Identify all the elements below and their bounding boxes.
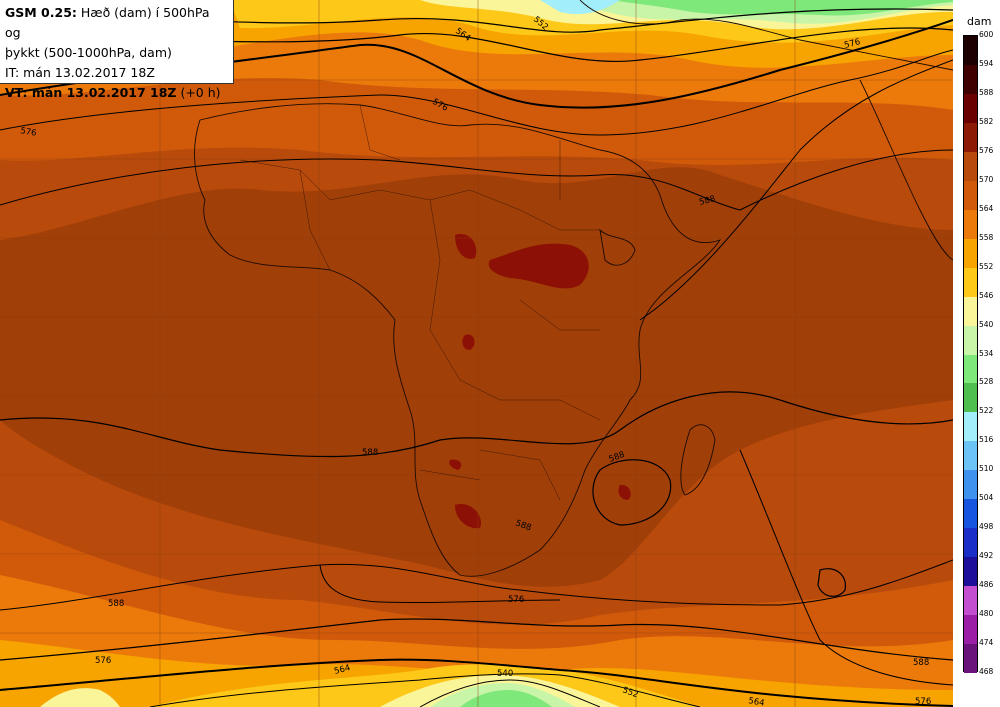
legend-swatch [964, 122, 977, 153]
legend-tick-label: 552 [979, 261, 994, 271]
legend-tick-label: 528 [979, 377, 994, 387]
legend-tick-label: 582 [979, 116, 994, 126]
legend-tick-label: 564 [979, 203, 994, 213]
contour-label: 588 [698, 194, 716, 208]
band-546-sw [40, 688, 120, 707]
contour-label: 576 [95, 656, 111, 666]
contour-label: 540 [497, 669, 513, 679]
legend-swatch [964, 557, 977, 587]
legend-tick-label: 468 [979, 667, 994, 676]
legend-swatch [964, 209, 977, 240]
map-canvas: 564 552 576 576 576 588 588 588 588 588 … [0, 0, 953, 707]
band-534-south [460, 690, 552, 707]
legend-tick-label: 540 [979, 319, 994, 329]
legend-tick-label: 504 [979, 493, 994, 503]
legend-swatch [964, 151, 977, 182]
legend-tick-label: 474 [979, 638, 994, 648]
band-522-north [540, 0, 620, 15]
legend-unit: dam [967, 15, 992, 28]
legend-swatch [964, 644, 977, 674]
height-contours [0, 8, 953, 707]
legend-tick-label: 480 [979, 609, 994, 619]
legend-swatch [964, 354, 977, 384]
legend-tick-label: 600 [979, 30, 994, 39]
title-line-1: GSM 0.25: Hæð (dam) í 500hPa og [5, 3, 228, 43]
legend-tick-label: 534 [979, 348, 994, 358]
legend-tick-label: 588 [979, 87, 994, 97]
contour-label: 576 [843, 37, 861, 51]
legend-swatch [964, 296, 977, 327]
central-high-fill [0, 167, 953, 587]
legend-swatch [964, 412, 977, 442]
valid-offset: (+0 h) [180, 85, 221, 100]
title-box: GSM 0.25: Hæð (dam) í 500hPa og þykkt (5… [0, 0, 234, 100]
legend-swatch [964, 238, 977, 269]
valid-time: VT: mán 13.02.2017 18Z [5, 85, 177, 100]
legend-tick-label: 486 [979, 580, 994, 590]
contour-label: 576 [915, 697, 931, 707]
legend-tick-label: 510 [979, 464, 994, 474]
country-borders [239, 104, 601, 501]
legend-swatch [964, 325, 977, 355]
legend-tick-label: 516 [979, 435, 994, 445]
title-desc-1: Hæð (dam) í 500hPa og [5, 5, 210, 40]
contour-label: 564 [747, 696, 765, 707]
title-desc-2: þykkt (500-1000hPa, dam) [5, 45, 172, 60]
legend-swatch [964, 267, 977, 298]
legend-swatch [964, 64, 977, 95]
legend-tick-label: 492 [979, 551, 994, 561]
legend-tick-label: 522 [979, 406, 994, 416]
legend-swatch [964, 528, 977, 558]
legend-swatch [964, 470, 977, 500]
color-legend: dam 600 594 588 582 576 570 564 558 552 546 540 534… [953, 0, 1000, 707]
contour-label: 588 [108, 599, 124, 609]
legend-swatch [964, 180, 977, 211]
contour-label: 588 [362, 448, 378, 458]
legend-swatch [964, 93, 977, 124]
madagascar [680, 424, 716, 496]
legend-tick-label: 576 [979, 145, 994, 155]
contour-label: 588 [913, 658, 929, 668]
model-name: GSM 0.25: [5, 5, 77, 20]
grid-lines [0, 0, 953, 707]
contour-label: 576 [19, 126, 37, 139]
legend-swatch [964, 36, 977, 66]
legend-swatch [964, 383, 977, 413]
legend-swatch [964, 615, 977, 645]
legend-swatch [964, 441, 977, 471]
legend-swatch [964, 499, 977, 529]
legend-tick-label: 558 [979, 232, 994, 242]
contour-label: 576 [508, 595, 524, 605]
legend-swatch [964, 586, 977, 616]
legend-tick-label: 498 [979, 522, 994, 532]
weather-map: 564 552 576 576 576 588 588 588 588 588 … [0, 0, 953, 707]
valid-time-line: VT: mán 13.02.2017 18Z (+0 h) [5, 83, 228, 103]
band-534-north [610, 0, 953, 16]
contour-label: 564 [333, 663, 351, 677]
legend-tick-label: 570 [979, 174, 994, 184]
legend-tick-label: 594 [979, 58, 994, 68]
issue-time: IT: mán 13.02.2017 18Z [5, 65, 155, 80]
legend-colorbar [963, 35, 978, 674]
legend-tick-label: 546 [979, 290, 994, 300]
